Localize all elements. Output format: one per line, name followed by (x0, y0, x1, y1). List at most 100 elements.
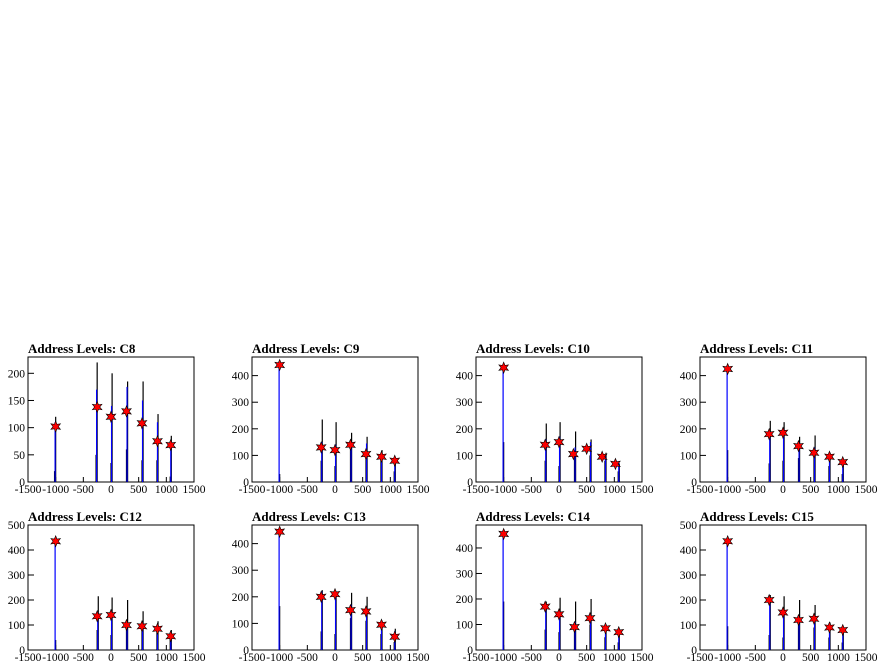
peak-marker (329, 443, 341, 457)
x-tick-label: -1500 (239, 652, 266, 664)
y-tick-label: 150 (8, 395, 26, 407)
peak-marker (105, 608, 117, 622)
peak-marker (596, 450, 608, 464)
y-tick-label: 200 (456, 594, 474, 606)
peak-marker (345, 603, 356, 617)
peak-marker (824, 450, 835, 464)
panel: Address Levels: C13 0 100 200 300 400 -1500 -10… (232, 509, 430, 664)
y-tick-label: 200 (680, 424, 698, 436)
y-tick-label: 400 (456, 371, 474, 383)
x-tick-label: 500 (802, 652, 820, 664)
peak-marker (165, 629, 177, 643)
y-tick-label: 100 (680, 620, 698, 632)
x-tick-label: 1500 (855, 652, 878, 664)
peak-marker (777, 426, 789, 440)
x-tick-label: -500 (521, 484, 542, 496)
x-tick-label: -500 (73, 652, 94, 664)
x-tick-label: -1000 (42, 484, 69, 496)
peak-marker (763, 427, 775, 441)
x-tick-label: 1500 (631, 652, 654, 664)
x-tick-label: 1000 (603, 484, 626, 496)
y-tick-label: 300 (8, 570, 26, 582)
x-tick-label: 1500 (855, 484, 878, 496)
peak-marker (274, 358, 286, 372)
panel-title: Address Levels: C12 (28, 509, 142, 524)
peak-marker (837, 455, 849, 469)
x-tick-label: -1500 (687, 484, 714, 496)
y-tick-label: 400 (680, 371, 698, 383)
peak-marker (498, 527, 510, 541)
x-tick-label: 1000 (155, 484, 178, 496)
peak-marker (824, 621, 835, 634)
x-tick-label: 500 (578, 484, 596, 496)
x-tick-label: 1500 (407, 652, 430, 664)
x-tick-label: -1000 (490, 652, 517, 664)
y-tick-label: 400 (680, 545, 698, 557)
x-tick-label: -1500 (239, 484, 266, 496)
x-tick-label: -500 (745, 484, 766, 496)
panel: Address Levels: C10 0 100 200 300 400 -1500 -10… (456, 341, 654, 496)
x-tick-label: -500 (521, 652, 542, 664)
peak-marker (553, 435, 565, 449)
peak-marker (613, 625, 625, 639)
y-tick-label: 100 (232, 618, 250, 630)
x-tick-label: 0 (780, 652, 786, 664)
x-tick-label: 0 (556, 652, 562, 664)
x-tick-label: 1000 (379, 484, 402, 496)
x-tick-label: -1000 (714, 484, 741, 496)
y-tick-label: 200 (8, 368, 26, 380)
x-tick-label: 1000 (379, 652, 402, 664)
x-tick-label: -1500 (463, 484, 490, 496)
peak-marker (50, 420, 62, 433)
peak-marker (569, 620, 580, 634)
x-tick-label: 500 (130, 484, 148, 496)
peak-marker (837, 623, 849, 637)
peak-marker (567, 447, 579, 461)
x-tick-label: 500 (130, 652, 148, 664)
x-tick-label: -500 (297, 652, 318, 664)
panel-title: Address Levels: C11 (700, 341, 813, 356)
panel-title: Address Levels: C10 (476, 341, 590, 356)
y-tick-label: 0 (243, 477, 249, 489)
y-tick-label: 200 (456, 424, 474, 436)
x-tick-label: -1500 (15, 652, 42, 664)
x-tick-label: -1500 (687, 652, 714, 664)
y-tick-label: 300 (680, 570, 698, 582)
y-tick-label: 0 (691, 645, 697, 657)
panel: Address Levels: C9 0 100 200 300 400 -1500 -100… (232, 341, 430, 496)
x-tick-label: 0 (108, 652, 114, 664)
peak-marker (136, 416, 148, 430)
y-tick-label: 200 (232, 592, 250, 604)
peak-marker (315, 441, 327, 454)
y-tick-label: 0 (243, 645, 249, 657)
peak-marker (91, 609, 103, 623)
y-tick-label: 100 (8, 620, 26, 632)
peak-marker (345, 438, 356, 452)
peak-marker (50, 534, 62, 548)
panel-title: Address Levels: C14 (476, 509, 590, 524)
peak-marker (165, 438, 177, 452)
panel-title: Address Levels: C13 (252, 509, 366, 524)
y-tick-label: 400 (8, 545, 26, 557)
y-tick-label: 400 (232, 371, 250, 383)
y-tick-label: 300 (456, 568, 474, 580)
peak-marker (553, 607, 565, 621)
peak-marker (609, 457, 621, 471)
peak-marker (376, 618, 387, 632)
y-tick-label: 300 (680, 397, 698, 409)
peak-marker (121, 405, 132, 418)
panel: Address Levels: C11 0 100 200 300 400 -1500 -10… (680, 341, 878, 496)
y-tick-label: 300 (232, 397, 250, 409)
panel-title: Address Levels: C8 (28, 341, 136, 356)
peak-marker (389, 454, 401, 468)
peak-marker (722, 362, 734, 376)
peak-marker (793, 613, 804, 627)
x-tick-label: 1500 (183, 484, 206, 496)
panel: Address Levels: C14 0 100 200 300 400 -1500 -10… (456, 509, 654, 664)
peak-marker (498, 361, 510, 374)
y-tick-label: 400 (456, 543, 474, 555)
x-tick-label: 0 (556, 484, 562, 496)
peak-marker (105, 410, 117, 424)
x-tick-label: 1000 (827, 484, 850, 496)
